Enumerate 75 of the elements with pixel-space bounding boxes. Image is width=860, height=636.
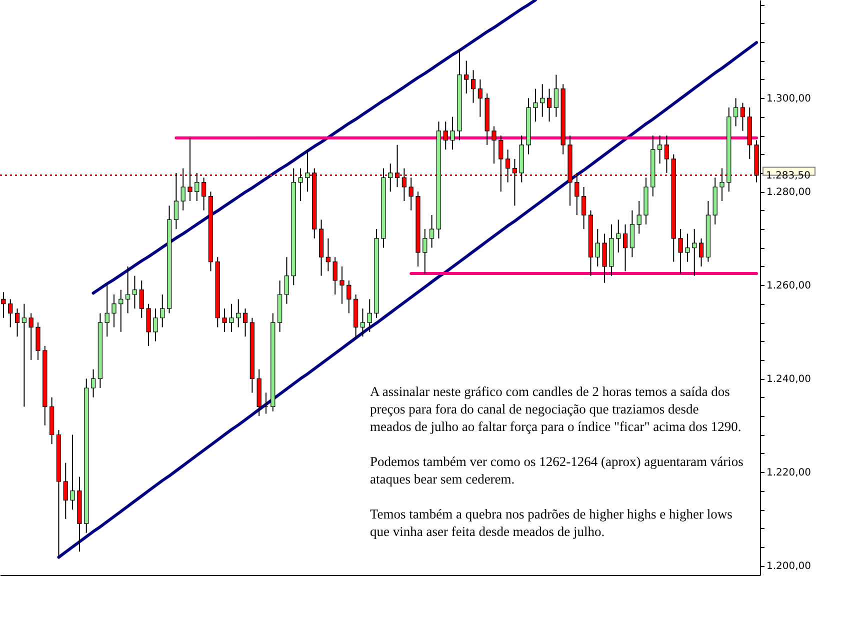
candlestick — [698, 238, 704, 267]
candlestick — [139, 280, 144, 318]
candlestick — [678, 228, 683, 274]
candlestick — [222, 308, 227, 332]
candlestick — [622, 224, 628, 272]
candlestick — [22, 303, 26, 408]
y-tick-label: 1.200,00 — [766, 561, 812, 572]
candlestick — [595, 228, 600, 267]
candlestick — [636, 200, 642, 234]
candlestick — [346, 280, 352, 314]
candlestick — [8, 298, 13, 328]
candlestick — [118, 289, 124, 332]
candlestick — [174, 172, 178, 230]
candlestick — [112, 294, 116, 328]
candlestick — [492, 126, 496, 164]
candlestick — [470, 70, 476, 104]
candlestick — [734, 98, 738, 127]
candlestick — [685, 233, 690, 262]
candlestick — [298, 168, 303, 202]
candlestick — [1, 292, 6, 318]
y-tick-label: 1.220,00 — [766, 468, 812, 479]
candlestick — [146, 303, 151, 346]
annotation: Podemos também ver como os 1262-1264 (aprox) aguentaram vários ataques bear sem cederem. — [370, 454, 744, 486]
candlestick — [546, 88, 552, 122]
candlestick — [740, 102, 746, 132]
y-tick-label: 1.300,00 — [766, 94, 812, 105]
candlestick — [388, 163, 393, 192]
candlestick — [692, 228, 697, 276]
candlestick — [153, 308, 158, 342]
candlestick — [28, 312, 34, 360]
candlestick — [229, 303, 234, 332]
candlestick — [443, 121, 448, 150]
candlestick — [367, 298, 372, 332]
candlestick — [332, 256, 338, 296]
candlestick — [422, 228, 428, 274]
candlestick — [36, 322, 40, 360]
candlestick — [104, 284, 110, 338]
candlestick — [70, 434, 75, 510]
candlestick — [630, 210, 634, 258]
candlestick — [602, 233, 607, 284]
candlestick — [14, 308, 20, 338]
candlestick — [305, 149, 310, 192]
candlestick — [202, 177, 206, 211]
line-series — [92, 0, 537, 295]
candlestick — [430, 214, 434, 248]
candlestick — [478, 78, 482, 118]
candlestick — [236, 298, 241, 328]
candlestick — [720, 168, 724, 202]
candlestick — [340, 266, 344, 304]
y-tick-label: 1.240,00 — [766, 374, 812, 386]
candlestick — [284, 256, 290, 304]
candlestick — [63, 462, 68, 520]
annotation: A assinalar neste gráfico com candles de 2 horas temos a saída dos preços para fora do canal de negociação que traziamos desde meados de julho ao faltar força para o índice "ficar" acima dos 1290. — [370, 384, 742, 434]
y-tick-label: 1.280,00 — [766, 187, 812, 198]
line-series — [57, 41, 758, 559]
candlestick — [464, 60, 469, 94]
candlestick — [180, 168, 186, 211]
annotation: Temos também a quebra nos padrões de higher highs e higher lows que vinha aser feita desde meados de julho. — [370, 506, 732, 539]
candlestick — [533, 88, 538, 122]
candlestick — [540, 84, 545, 118]
candlestick — [658, 135, 662, 164]
candlestick — [326, 238, 330, 272]
candlestick — [132, 275, 138, 310]
candlestick — [450, 116, 455, 150]
candlestick — [242, 308, 248, 338]
candlestick — [126, 266, 130, 314]
candlestick — [360, 308, 366, 338]
candlestick — [582, 186, 586, 230]
candlestick — [616, 219, 621, 253]
candlestick — [554, 74, 558, 118]
ref-line-label: 1.283,50 — [766, 170, 811, 182]
candlestick — [160, 294, 165, 328]
candlestick — [90, 368, 96, 398]
candlestick — [194, 172, 200, 202]
y-tick-label: 1.260,00 — [766, 280, 812, 292]
